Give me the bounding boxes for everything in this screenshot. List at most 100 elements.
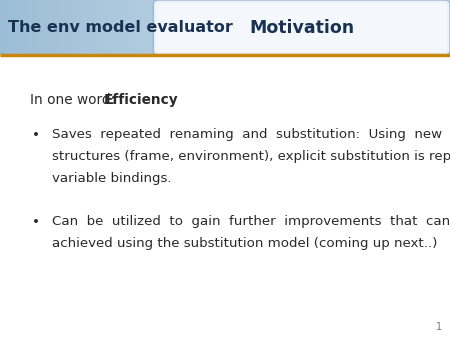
Bar (299, 0, 302, 55)
Bar (430, 0, 433, 55)
Bar (198, 0, 201, 55)
Bar (225, 0, 228, 55)
Bar (83, 0, 86, 55)
Bar (160, 0, 163, 55)
Bar (45, 0, 48, 55)
Bar (25, 0, 28, 55)
Bar (68, 0, 71, 55)
Bar (331, 0, 334, 55)
FancyBboxPatch shape (153, 0, 450, 55)
Bar (351, 0, 354, 55)
Bar (209, 0, 212, 55)
Bar (248, 0, 251, 55)
Bar (34, 0, 37, 55)
Bar (263, 0, 266, 55)
Bar (223, 0, 226, 55)
Bar (362, 0, 365, 55)
Bar (288, 0, 291, 55)
Bar (65, 0, 68, 55)
Bar (16, 0, 19, 55)
Bar (137, 0, 140, 55)
Bar (338, 0, 341, 55)
Bar (182, 0, 185, 55)
Bar (243, 0, 246, 55)
Bar (54, 0, 57, 55)
Bar (164, 0, 167, 55)
Bar (306, 0, 309, 55)
Bar (385, 0, 388, 55)
Bar (122, 0, 125, 55)
Text: The env model evaluator: The env model evaluator (8, 20, 233, 35)
Bar (110, 0, 113, 55)
Bar (279, 0, 282, 55)
Bar (266, 0, 269, 55)
Text: •: • (32, 128, 40, 142)
Bar (140, 0, 143, 55)
Bar (349, 0, 352, 55)
Bar (194, 0, 197, 55)
Bar (313, 0, 316, 55)
Bar (308, 0, 311, 55)
Bar (245, 0, 248, 55)
Bar (342, 0, 345, 55)
Bar (151, 0, 154, 55)
Bar (52, 0, 55, 55)
Bar (234, 0, 237, 55)
Bar (166, 0, 170, 55)
Bar (382, 0, 386, 55)
Bar (74, 0, 77, 55)
Bar (124, 0, 127, 55)
Bar (173, 0, 176, 55)
Bar (414, 0, 417, 55)
Bar (27, 0, 30, 55)
Bar (162, 0, 165, 55)
Bar (410, 0, 413, 55)
Bar (56, 0, 59, 55)
Bar (364, 0, 368, 55)
Bar (238, 0, 242, 55)
Bar (130, 0, 134, 55)
Bar (112, 0, 116, 55)
Text: Can  be  utilized  to  gain  further  improvements  that  cannot  be: Can be utilized to gain further improvem… (52, 215, 450, 228)
Bar (425, 0, 428, 55)
Bar (326, 0, 329, 55)
Bar (290, 0, 293, 55)
Bar (2, 0, 5, 55)
Bar (0, 0, 3, 55)
Bar (432, 0, 435, 55)
Bar (310, 0, 314, 55)
FancyBboxPatch shape (156, 3, 447, 52)
Bar (394, 0, 397, 55)
Bar (421, 0, 424, 55)
Bar (189, 0, 192, 55)
Bar (88, 0, 91, 55)
Bar (374, 0, 377, 55)
Bar (218, 0, 221, 55)
Bar (324, 0, 327, 55)
Bar (335, 0, 338, 55)
Bar (47, 0, 50, 55)
Bar (207, 0, 210, 55)
Bar (227, 0, 230, 55)
Bar (353, 0, 356, 55)
Bar (230, 0, 233, 55)
Bar (376, 0, 379, 55)
Bar (281, 0, 284, 55)
Bar (315, 0, 318, 55)
Bar (268, 0, 271, 55)
Bar (135, 0, 138, 55)
Bar (76, 0, 80, 55)
Bar (43, 0, 46, 55)
Bar (29, 0, 32, 55)
Bar (272, 0, 275, 55)
Bar (448, 0, 450, 55)
Bar (297, 0, 300, 55)
Bar (38, 0, 41, 55)
Bar (200, 0, 203, 55)
Bar (70, 0, 73, 55)
Bar (212, 0, 215, 55)
Bar (202, 0, 206, 55)
Bar (292, 0, 296, 55)
Bar (119, 0, 122, 55)
Bar (274, 0, 278, 55)
